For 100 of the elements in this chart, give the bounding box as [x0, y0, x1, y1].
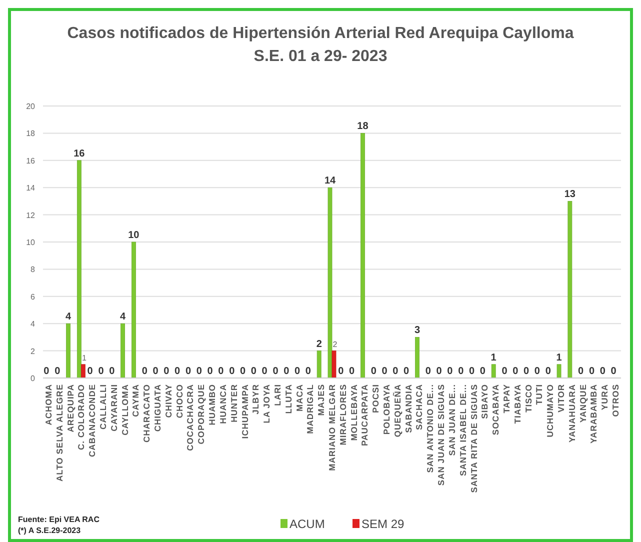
x-tick-label: SAN ANTONIO DE... [425, 384, 436, 473]
x-tick-label: CAYARANI [108, 384, 119, 432]
x-tick-label: TISCO [523, 384, 534, 412]
data-label: 14 [324, 176, 336, 187]
y-tick-label: 6 [30, 292, 36, 302]
data-label: 0 [240, 366, 246, 377]
x-tick-label: CHIVAY [163, 384, 174, 418]
data-label: 0 [436, 366, 442, 377]
y-tick-label: 16 [26, 156, 36, 166]
chart-subtitle: S.E. 01 a 29- 2023 [254, 48, 388, 65]
data-label: 0 [480, 366, 486, 377]
x-tick-label: SANTA RITA DE SIGUAS [468, 384, 479, 493]
data-label: 0 [185, 366, 192, 377]
x-tick-label: MIRAFLORES [338, 384, 348, 446]
x-tick-label: TIABAYA [512, 384, 522, 424]
x-tick-label: CAYLLOMA [120, 384, 130, 436]
x-tick-label: MAJES [316, 384, 326, 416]
data-label: 0 [207, 366, 214, 377]
x-tick-label: SIBAYO [480, 384, 490, 419]
x-tick-label: SOCABAYA [490, 384, 501, 436]
data-label: 0 [524, 366, 530, 377]
data-label: 2 [332, 340, 338, 349]
bar [80, 364, 86, 378]
data-label: 0 [109, 366, 116, 377]
data-label: 10 [128, 230, 140, 241]
data-label: 0 [152, 366, 159, 377]
data-label: 0 [534, 366, 540, 377]
x-tick-label: YANQUE [578, 384, 588, 423]
x-tick-label: ICHUPAMPA [240, 384, 250, 439]
x-tick-label: CHOCO [174, 384, 184, 418]
data-label: 13 [564, 189, 576, 200]
data-label: 4 [65, 312, 72, 323]
x-tick-label: CHARACATO [142, 384, 152, 442]
y-tick-label: 10 [26, 238, 36, 247]
data-label: 0 [272, 366, 279, 377]
bar [332, 350, 336, 378]
x-tick-label: SANTA ISABEL DE... [458, 384, 468, 476]
x-tick-label: TUTI [534, 384, 544, 405]
data-label: 0 [229, 366, 236, 377]
data-label: 0 [87, 366, 94, 377]
x-tick-label: VITOR [556, 384, 566, 412]
x-tick-label: PAUCARPATA [360, 384, 370, 446]
source-note: Fuente: Epi VEA RAC [18, 515, 100, 524]
bar [132, 242, 136, 378]
y-tick-label: 20 [26, 102, 36, 111]
bar [556, 364, 562, 378]
data-label: 0 [404, 366, 410, 377]
x-tick-label: POLOBAYA [382, 384, 392, 435]
y-tick-label: 12 [26, 210, 36, 220]
data-label: 0 [98, 366, 104, 377]
data-label: 0 [588, 366, 595, 377]
legend-label: ACUM [290, 517, 325, 531]
data-label: 0 [54, 366, 61, 377]
x-tick-label: UCHUMAYO [545, 384, 556, 438]
x-tick-label: YURA [600, 384, 610, 410]
data-label: 0 [262, 366, 268, 377]
x-tick-label: HUANCA [218, 384, 228, 424]
x-tick-label: SAN JUAN DE... [446, 384, 457, 456]
x-tick-label: COCACHACRA [185, 384, 196, 451]
data-label: 0 [44, 366, 50, 377]
data-label: 0 [218, 366, 224, 377]
data-label: 4 [120, 312, 126, 323]
data-label: 0 [468, 366, 475, 377]
data-label: 0 [512, 366, 519, 377]
y-tick-label: 4 [30, 320, 36, 329]
x-tick-label: CHIGUATA [152, 384, 163, 432]
data-label: 0 [142, 366, 148, 377]
data-label: 0 [284, 366, 290, 377]
x-tick-label: AREQUIPA [65, 384, 76, 432]
x-tick-label: LLUTA [283, 384, 294, 414]
y-tick-label: 14 [26, 184, 36, 193]
x-tick-label: QUEQUEÑA [392, 384, 402, 438]
y-tick-label: 0 [30, 374, 36, 383]
x-tick-label: C. COLORADO [76, 384, 86, 450]
x-tick-label: OTROS [610, 384, 621, 417]
x-tick-label: SABANDIA [403, 384, 414, 433]
x-tick-label: ALTO SELVA ALEGRE [54, 384, 64, 482]
x-tick-label: COPORAQUE [196, 384, 206, 444]
data-label: 0 [545, 366, 552, 377]
data-label: 1 [490, 352, 497, 364]
x-tick-label: JLBYR [250, 384, 261, 414]
data-label: 0 [425, 366, 432, 377]
data-label: 0 [382, 366, 388, 377]
data-label: 0 [370, 366, 377, 377]
bar [120, 323, 125, 378]
bar [66, 323, 70, 378]
bar [568, 201, 572, 378]
y-tick-label: 18 [26, 129, 36, 138]
data-label: 18 [357, 121, 369, 132]
x-tick-label: TAPAY [501, 384, 512, 414]
data-label: 0 [502, 366, 508, 377]
data-label: 0 [196, 366, 202, 377]
data-label: 16 [74, 148, 86, 160]
x-tick-label: YANAHUARA [566, 384, 577, 442]
bar [76, 160, 82, 378]
x-tick-label: YARABAMBA [588, 384, 599, 444]
data-label: 1 [82, 353, 87, 362]
x-tick-label: HUAMBO [207, 384, 218, 426]
bar [415, 337, 420, 378]
y-tick-label: 8 [30, 265, 36, 274]
